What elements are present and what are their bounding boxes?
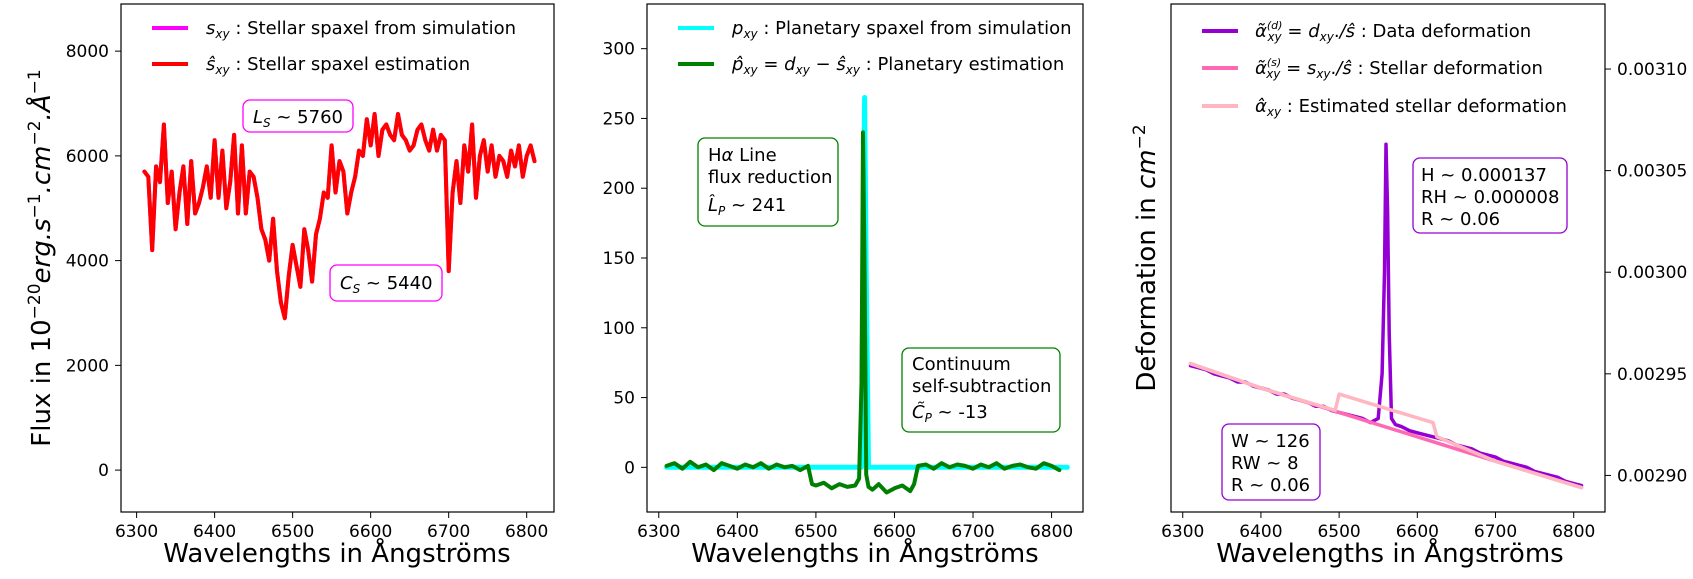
y-tick-label: 2000 bbox=[66, 356, 109, 376]
series-group bbox=[1188, 142, 1584, 490]
series-line-2 bbox=[142, 112, 537, 321]
x-tick-label: 6600 bbox=[1396, 522, 1439, 542]
annotation-box bbox=[1412, 157, 1568, 234]
series-group bbox=[664, 95, 1070, 495]
x-tick-label: 6600 bbox=[349, 522, 392, 542]
annotation-box bbox=[1221, 423, 1321, 501]
y-tick-label: 250 bbox=[603, 109, 635, 129]
annotation-ls-text: LS ~ 5760 bbox=[253, 107, 343, 130]
y-tick-label: 100 bbox=[603, 319, 635, 339]
annotation-box bbox=[242, 99, 354, 133]
y-tick-label: 50 bbox=[613, 389, 635, 409]
series-line-2 bbox=[664, 130, 1062, 495]
annotation-height-text: H ~ 0.000137 RH ~ 0.000008 R ~ 0.06 bbox=[1421, 165, 1565, 230]
x-tick-label: 6400 bbox=[716, 522, 759, 542]
y-tick-label: 150 bbox=[603, 249, 635, 269]
legend-label-p-xy: pxy : Planetary spaxel from simulation bbox=[731, 18, 1072, 41]
y-right-tick-label: 0.00305 bbox=[1617, 162, 1687, 182]
x-tick-label: 6500 bbox=[271, 522, 314, 542]
legend-label-alpha-s: α̃(s) xy = sxy./ŝ : Stellar deformation bbox=[1255, 56, 1543, 81]
x-tick-label: 6700 bbox=[951, 522, 994, 542]
annotation-width: W ~ 126 RW ~ 8 R ~ 0.06 bbox=[1221, 423, 1321, 501]
y-tick-label: 8000 bbox=[66, 42, 109, 62]
legend-label-p-hat: p̂xy = dxy − ŝxy : Planetary estimation bbox=[731, 54, 1064, 77]
plot-frame bbox=[1170, 3, 1606, 513]
x-tick-label: 6300 bbox=[1161, 522, 1204, 542]
x-axis-label: Wavelengths in Ångströms bbox=[163, 537, 510, 569]
annotation-height: H ~ 0.000137 RH ~ 0.000008 R ~ 0.06 bbox=[1412, 157, 1568, 234]
x-tick-label: 6800 bbox=[505, 522, 548, 542]
y-axis-label: Flux in 10−20erg.s−1.cm−2.Å−1 bbox=[25, 69, 57, 446]
x-tick-label: 6800 bbox=[1552, 522, 1595, 542]
x-tick-label: 6400 bbox=[193, 522, 236, 542]
x-tick-label: 6300 bbox=[115, 522, 158, 542]
legend-label-s-hat: ŝxy : Stellar spaxel estimation bbox=[206, 54, 470, 77]
x-tick-label: 6300 bbox=[637, 522, 680, 542]
legend: pxy : Planetary spaxel from simulation p… bbox=[678, 18, 1072, 77]
annotation-box bbox=[901, 347, 1061, 433]
series-group bbox=[142, 112, 537, 321]
plot-frame bbox=[120, 3, 555, 513]
panel-stellar-flux: 6300 6400 6500 6600 6700 6800 0 2000 4000 6000 800… bbox=[25, 3, 555, 569]
tick-group: 6300 6400 6500 6600 6700 6800 0.00290 0.00295 0.… bbox=[1161, 60, 1687, 542]
x-tick-label: 6700 bbox=[427, 522, 470, 542]
legend: sxy : Stellar spaxel from simulation ŝxy… bbox=[152, 18, 516, 77]
series-line-3 bbox=[1188, 361, 1584, 490]
annotation-width-text: W ~ 126 RW ~ 8 R ~ 0.06 bbox=[1231, 431, 1315, 496]
x-axis-label: Wavelengths in Ångströms bbox=[691, 537, 1038, 569]
y-right-tick-label: 0.00310 bbox=[1617, 60, 1687, 80]
tick-group: 6300 6400 6500 6600 6700 6800 0 50 100 150 200 250 3… bbox=[603, 40, 1074, 542]
x-tick-label: 6500 bbox=[1317, 522, 1360, 542]
annotation-continuum: Continuum self-subtraction C̃P ~ -13 bbox=[901, 347, 1061, 433]
y-tick-label: 0 bbox=[624, 458, 635, 478]
x-axis-label: Wavelengths in Ångströms bbox=[1216, 537, 1563, 569]
legend-label-alpha-hat: α̂xy : Estimated stellar deformation bbox=[1255, 96, 1567, 119]
legend: α̃(d) xy = dxy./ŝ : Data deformation α̃(s… bbox=[1202, 19, 1567, 119]
legend-label-s-xy: sxy : Stellar spaxel from simulation bbox=[206, 18, 516, 41]
x-tick-label: 6700 bbox=[1474, 522, 1517, 542]
annotation-halpha-text: Hα Line flux reduction L̂P ~ 241 bbox=[708, 145, 838, 218]
annotation-box bbox=[697, 137, 839, 227]
x-tick-label: 6500 bbox=[794, 522, 837, 542]
y-axis-label: Deformation in cm−2 bbox=[1130, 124, 1162, 391]
y-tick-label: 4000 bbox=[66, 252, 109, 272]
y-right-tick-label: 0.00300 bbox=[1617, 263, 1687, 283]
y-tick-label: 300 bbox=[603, 40, 635, 60]
annotation-ls: LS ~ 5760 bbox=[242, 99, 354, 133]
tick-group: 6300 6400 6500 6600 6700 6800 0 2000 4000 6000 800… bbox=[66, 42, 549, 542]
x-tick-label: 6600 bbox=[873, 522, 916, 542]
x-tick-label: 6400 bbox=[1239, 522, 1282, 542]
y-right-tick-label: 0.00290 bbox=[1617, 466, 1687, 486]
y-tick-label: 200 bbox=[603, 179, 635, 199]
annotation-box bbox=[329, 264, 443, 302]
panel-planetary-flux: 6300 6400 6500 6600 6700 6800 0 50 100 150 200 250 3… bbox=[603, 3, 1084, 569]
annotation-continuum-text: Continuum self-subtraction C̃P ~ -13 bbox=[912, 354, 1057, 425]
annotation-cs: CS ~ 5440 bbox=[329, 264, 443, 302]
y-tick-label: 0 bbox=[98, 461, 109, 481]
x-tick-label: 6800 bbox=[1030, 522, 1073, 542]
y-right-tick-label: 0.00295 bbox=[1617, 365, 1687, 385]
legend-label-alpha-d: α̃(d) xy = dxy./ŝ : Data deformation bbox=[1255, 19, 1531, 44]
annotation-cs-text: CS ~ 5440 bbox=[340, 273, 433, 296]
y-tick-label: 6000 bbox=[66, 147, 109, 167]
annotation-halpha: Hα Line flux reduction L̂P ~ 241 bbox=[697, 137, 839, 227]
panel-deformation: 6300 6400 6500 6600 6700 6800 0.00290 0.00295 0.… bbox=[1130, 3, 1687, 569]
